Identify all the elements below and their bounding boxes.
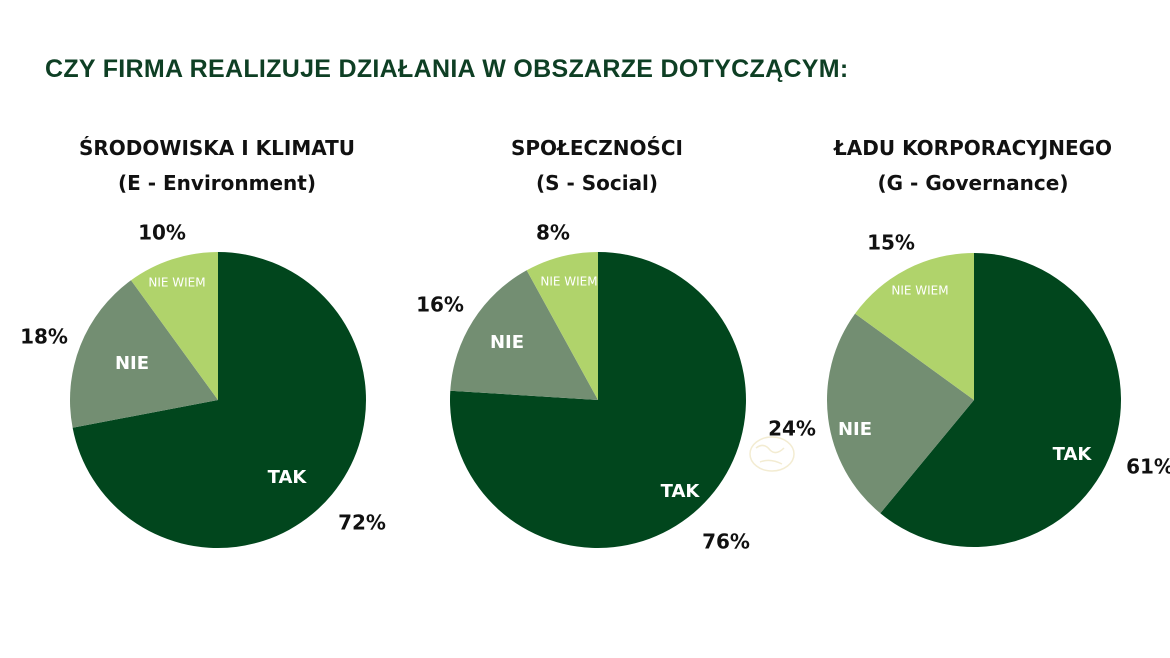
- globe-watermark-icon: [749, 436, 795, 472]
- slice-nie-label: NIE: [490, 332, 524, 353]
- headline: CZY FIRMA REALIZUJE DZIAŁANIA W OBSZARZE…: [45, 55, 849, 83]
- slice-tak-label: TAK: [268, 467, 308, 488]
- slice-nie-label: NIE: [115, 353, 149, 374]
- slice-nie-value-label: 16%: [416, 293, 464, 317]
- chart-subtitle: (S - Social): [535, 171, 659, 195]
- slice-nie-wiem-value-label: 8%: [536, 221, 570, 245]
- slice-nie-wiem: [131, 252, 218, 400]
- chart-environment: ŚRODOWISKA I KLIMATU (E - Environment) T…: [20, 0, 412, 658]
- slice-nie-wiem-value-label: 15%: [867, 231, 915, 255]
- slice-nie-wiem-label: NIE WIEM: [891, 284, 948, 298]
- slice-nie: [826, 313, 974, 514]
- slice-nie-wiem: [526, 252, 598, 400]
- slice-tak-label: TAK: [661, 481, 701, 502]
- slice-tak-value-label: 76%: [702, 530, 750, 554]
- slice-nie-wiem-value-label: 10%: [138, 221, 186, 245]
- chart-subtitle: (E - Environment): [117, 171, 316, 195]
- pie-chart: TAK NIE NIE WIEM 76% 16% 8% 24%: [416, 221, 816, 554]
- pie-chart: TAK NIE NIE WIEM 72% 18% 10%: [20, 221, 386, 548]
- chart-subtitle: (G - Governance): [877, 171, 1069, 195]
- slice-nie-wiem: [855, 253, 974, 400]
- slice-tak-label: TAK: [1053, 444, 1093, 465]
- chart-social: SPOŁECZNOŚCI (S - Social) TAK NIE NIE WIEM…: [402, 0, 816, 658]
- slice-nie-wiem-label: NIE WIEM: [540, 275, 597, 289]
- slice-nie-value-label: 18%: [20, 325, 68, 349]
- slice-nie-label: NIE: [838, 419, 872, 440]
- chart-title: ŚRODOWISKA I KLIMATU: [78, 136, 356, 160]
- slice-tak-value-label: 72%: [338, 511, 386, 535]
- pie-chart: TAK NIE NIE WIEM 61% 15%: [826, 231, 1170, 547]
- slice-tak: [72, 252, 366, 548]
- slice-nie: [70, 280, 218, 428]
- extra-value-label: 24%: [768, 417, 816, 441]
- chart-governance: ŁADU KORPORACYJNEGO (G - Governance) TAK…: [778, 0, 1170, 658]
- chart-title: SPOŁECZNOŚCI: [510, 136, 683, 160]
- slice-nie: [450, 270, 598, 400]
- slice-tak: [880, 253, 1121, 547]
- slice-tak: [449, 252, 746, 548]
- chart-title: ŁADU KORPORACYJNEGO: [833, 136, 1113, 160]
- slice-nie-wiem-label: NIE WIEM: [148, 276, 205, 290]
- slice-tak-value-label: 61%: [1126, 455, 1170, 479]
